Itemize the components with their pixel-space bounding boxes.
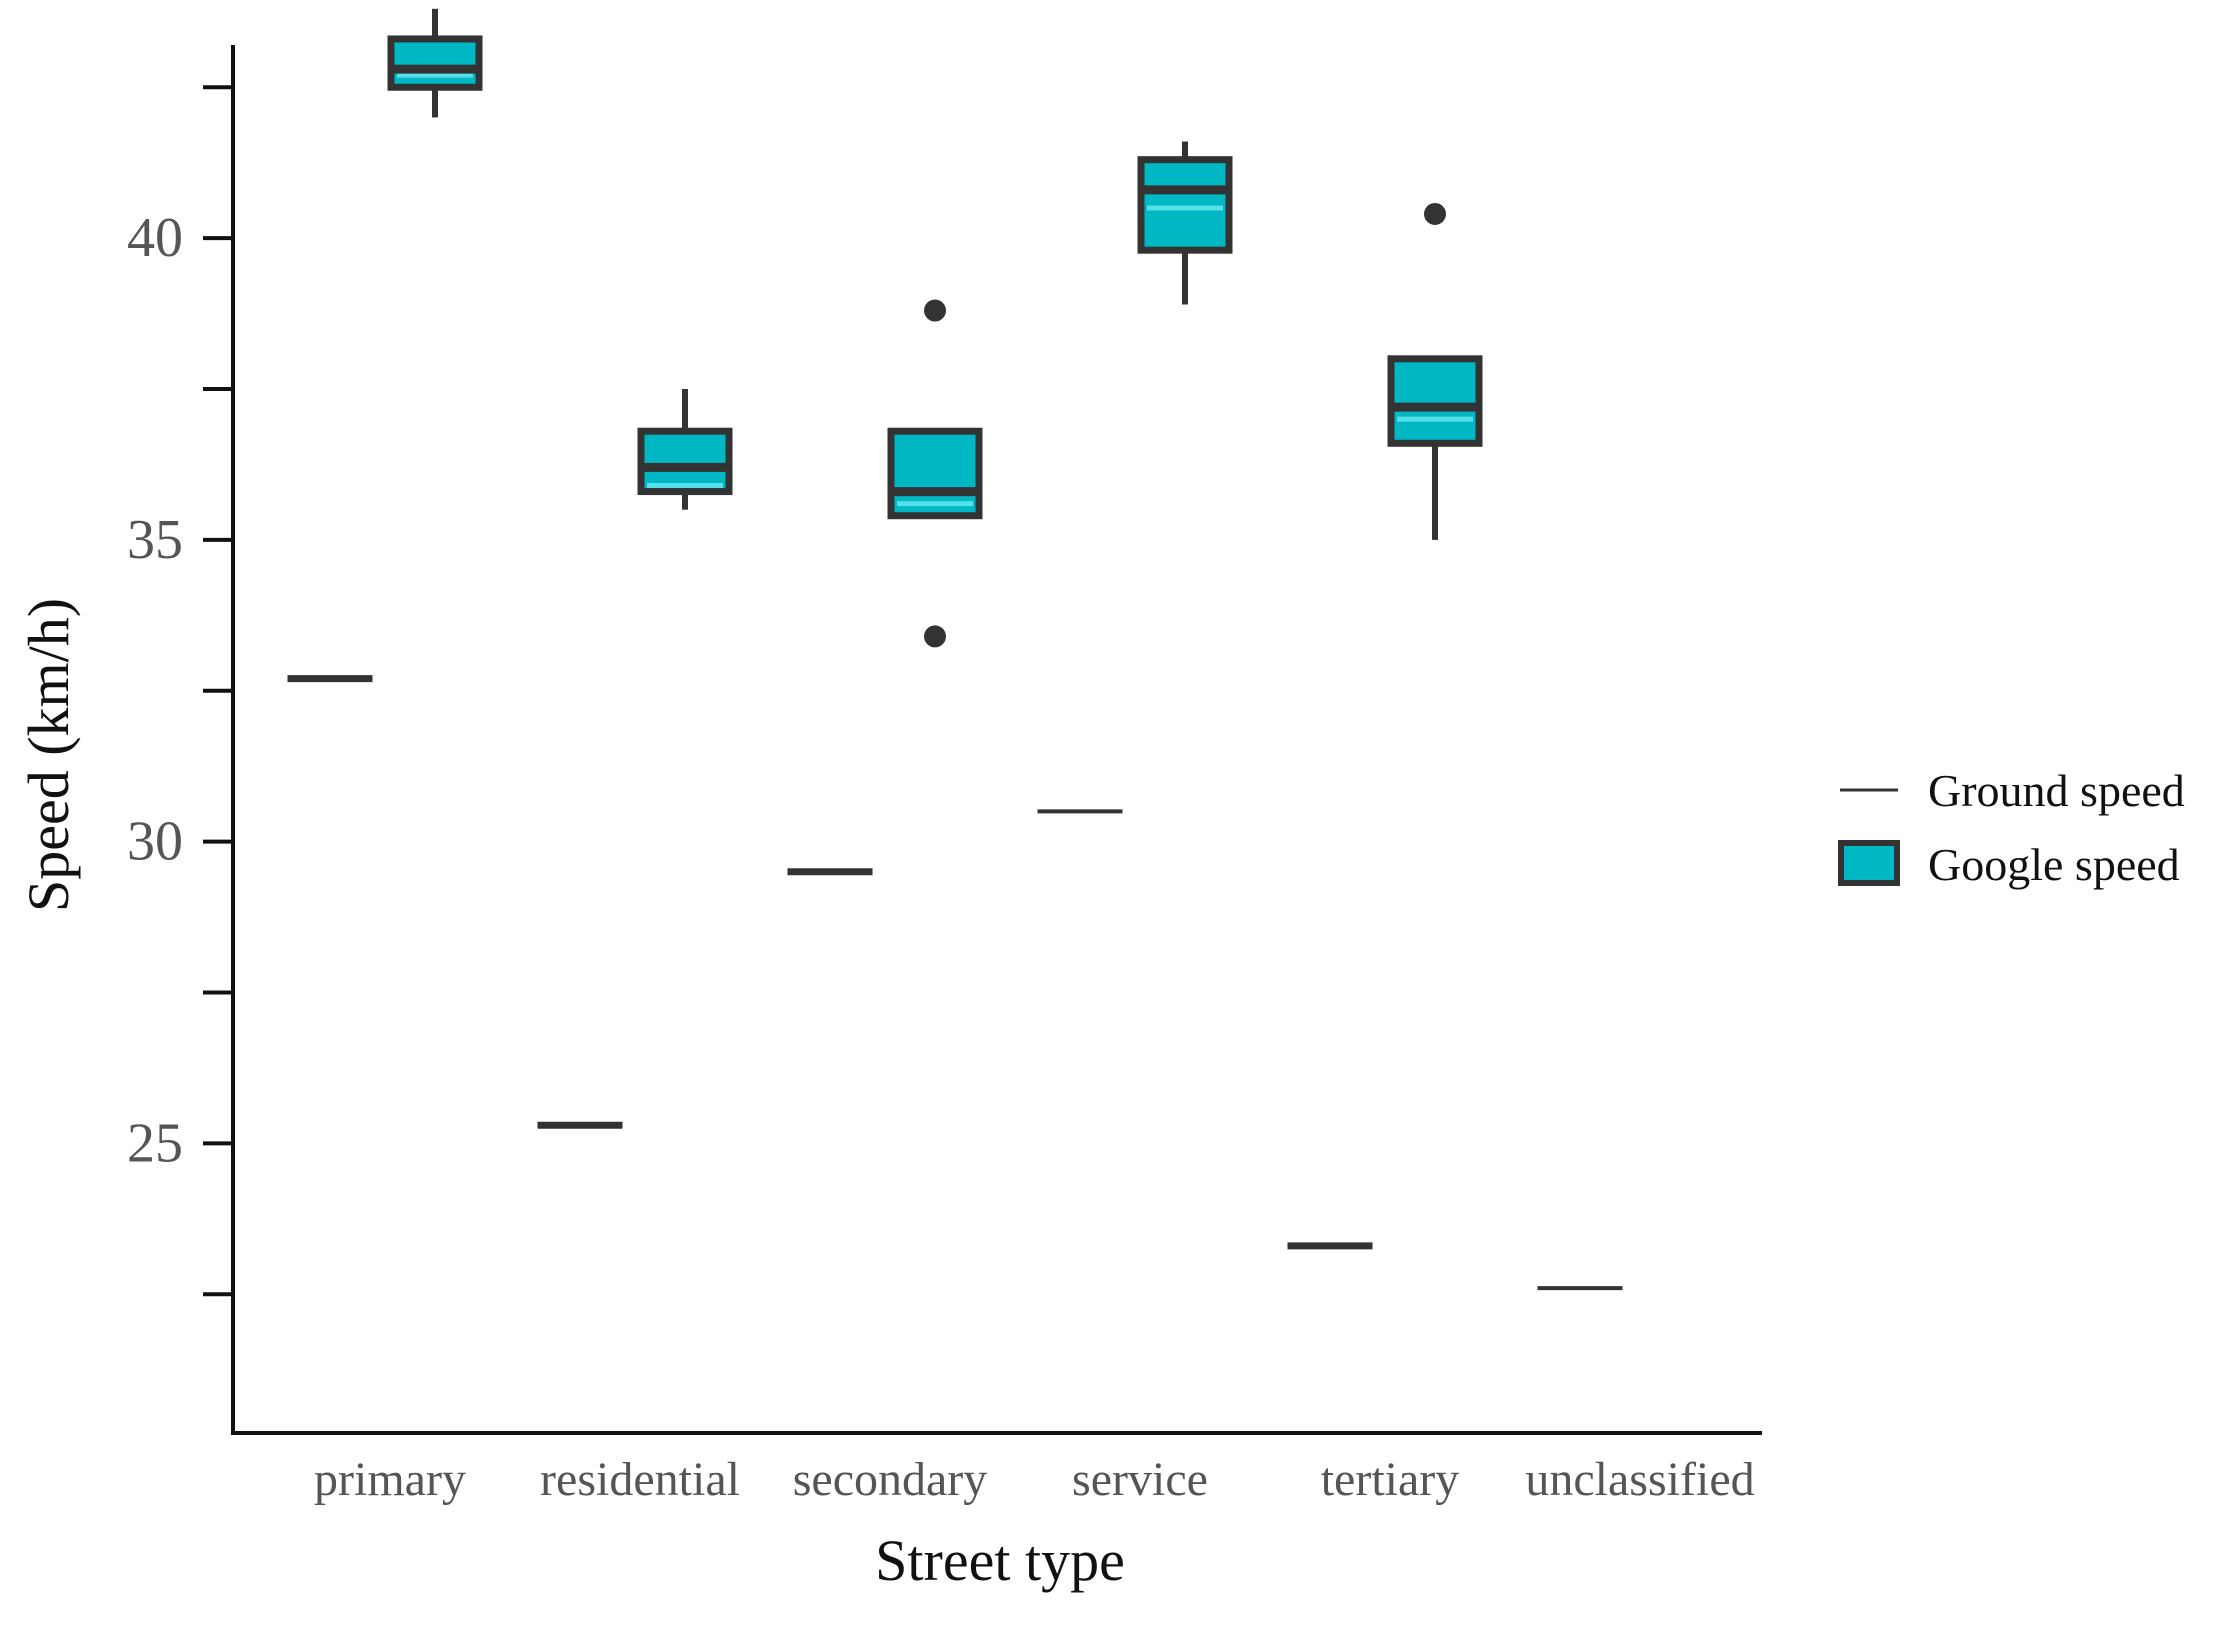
legend-google-speed-label: Google speed [1928,839,2180,890]
x-category-label-service: service [1072,1453,1208,1506]
x-category-label-primary: primary [314,1453,466,1506]
x-category-label-secondary: secondary [793,1453,988,1506]
axes [231,45,1762,1435]
outlier-point [1424,202,1446,225]
x-axis-title: Street type [875,1528,1125,1593]
google-speed-box-tertiary [1387,202,1483,540]
y-tick-label: 25 [127,1112,183,1174]
y-axis-title: Speed (km/h) [16,598,81,912]
google-speed-box-secondary [887,299,983,648]
chart-marks [287,8,1623,1291]
y-tick-label: 40 [127,207,183,269]
x-category-label-tertiary: tertiary [1321,1453,1460,1506]
google-speed-box-service [1137,141,1233,305]
google-speed-box-residential [637,388,733,510]
y-tick-label: 35 [127,509,183,571]
outlier-point [924,625,946,648]
x-category-label-unclassified: unclassified [1525,1453,1754,1506]
y-axis-ticks: 25 30 35 40 [127,85,233,1297]
iqr-box [637,427,733,496]
y-tick-label: 30 [127,811,183,873]
iqr-box [1387,355,1483,447]
x-category-label-residential: residential [540,1453,740,1506]
x-axis-categories: primary residential secondary service tertia… [314,1453,1755,1506]
iqr-box [1137,156,1233,254]
iqr-box [387,35,483,91]
google-speed-box-primary [387,8,483,118]
legend-ground-speed-label: Ground speed [1928,765,2185,816]
legend: Ground speed Google speed [1838,765,2185,890]
outlier-point [924,299,946,322]
legend-google-speed-swatch [1838,840,1900,886]
